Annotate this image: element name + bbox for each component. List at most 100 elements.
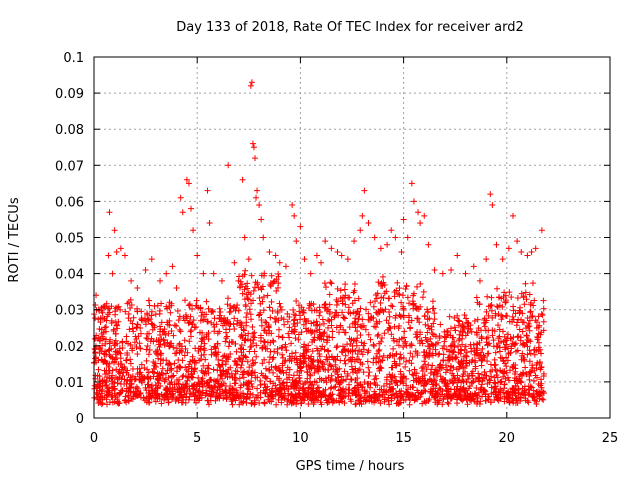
data-point [204, 318, 211, 325]
data-point [421, 313, 428, 320]
data-point [250, 287, 257, 294]
data-point [521, 356, 528, 363]
data-point [490, 337, 497, 344]
data-point [190, 227, 197, 234]
data-point [323, 353, 330, 360]
data-point [406, 357, 413, 364]
data-point [318, 391, 325, 398]
data-point [178, 348, 185, 355]
data-point [166, 387, 173, 394]
data-point [351, 387, 358, 394]
data-point [293, 298, 300, 305]
data-point [104, 391, 111, 398]
data-point [474, 341, 481, 348]
data-point [463, 396, 470, 403]
data-point [475, 370, 482, 377]
data-point [92, 372, 99, 379]
data-point [533, 325, 540, 332]
data-point [364, 380, 371, 387]
data-point [149, 390, 156, 397]
data-point [469, 372, 476, 379]
data-point [341, 315, 348, 322]
data-point [519, 372, 526, 379]
data-point [414, 352, 421, 359]
data-point [377, 400, 384, 407]
data-point [395, 290, 402, 297]
data-point [274, 284, 281, 291]
data-point [155, 355, 162, 362]
data-point [323, 379, 330, 386]
y-tick-label: 0.07 [55, 159, 84, 174]
data-point [200, 362, 207, 369]
data-point [491, 356, 498, 363]
data-point [268, 298, 275, 305]
data-point [412, 304, 419, 311]
data-point [243, 314, 250, 321]
data-point [436, 334, 443, 341]
data-point [462, 343, 469, 350]
data-point [263, 386, 270, 393]
data-point [481, 368, 488, 375]
data-point [313, 307, 320, 314]
data-point [510, 307, 517, 314]
data-point [433, 393, 440, 400]
data-point [292, 349, 299, 356]
data-point [291, 316, 298, 323]
data-point [112, 319, 119, 326]
data-point [142, 397, 149, 404]
data-point [185, 320, 192, 327]
data-point [184, 349, 191, 356]
data-point [179, 373, 186, 380]
data-point [432, 377, 439, 384]
data-point [444, 399, 451, 406]
data-point [229, 374, 236, 381]
data-point [117, 360, 124, 367]
data-point [165, 374, 172, 381]
data-point [183, 367, 190, 374]
data-point [278, 399, 285, 406]
data-point [115, 400, 122, 407]
data-point [274, 349, 281, 356]
data-point [360, 342, 367, 349]
data-point [328, 322, 335, 329]
data-point [213, 321, 220, 328]
data-point [210, 308, 217, 315]
data-point [397, 313, 404, 320]
data-point [342, 301, 349, 308]
data-point [156, 370, 163, 377]
data-point [340, 377, 347, 384]
data-point [455, 343, 462, 350]
data-point [239, 400, 246, 407]
data-point [360, 369, 367, 376]
data-point [345, 304, 352, 311]
data-point [388, 331, 395, 338]
data-point [233, 362, 240, 369]
data-point [476, 277, 483, 284]
data-point [286, 334, 293, 341]
data-point [334, 285, 341, 292]
data-point [114, 380, 121, 387]
data-point [101, 324, 108, 331]
data-point [499, 303, 506, 310]
data-point [154, 351, 161, 358]
data-point [479, 393, 486, 400]
data-point [439, 270, 446, 277]
data-point [241, 327, 248, 334]
data-point [152, 360, 159, 367]
data-point [205, 401, 212, 408]
data-point [143, 335, 150, 342]
data-point [146, 390, 153, 397]
data-point [117, 355, 124, 362]
data-point [114, 304, 121, 311]
data-point [378, 334, 385, 341]
data-point [489, 332, 496, 339]
data-point [365, 331, 372, 338]
data-point [267, 314, 274, 321]
data-point [99, 400, 106, 407]
data-point [256, 202, 263, 209]
data-point [506, 289, 513, 296]
data-point [101, 303, 108, 310]
data-point [473, 392, 480, 399]
data-point [323, 339, 330, 346]
data-point [305, 327, 312, 334]
